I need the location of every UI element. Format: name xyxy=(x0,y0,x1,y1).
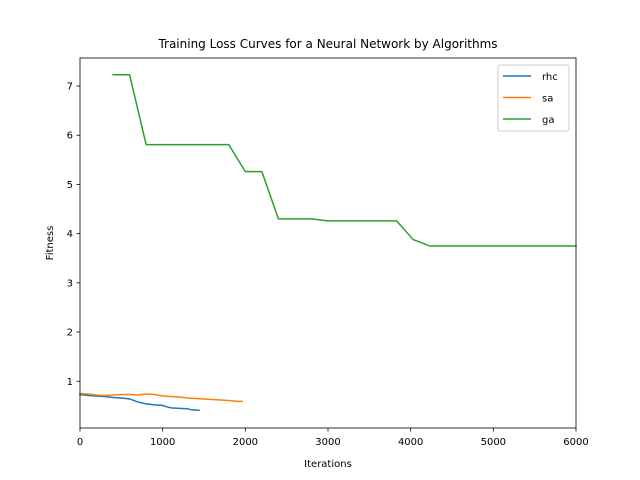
series-line-rhc xyxy=(79,393,200,412)
y-tick-label: 7 xyxy=(67,82,73,93)
x-tick-label: 5000 xyxy=(481,437,506,448)
legend-label-sa: sa xyxy=(542,94,553,105)
chart-title: Training Loss Curves for a Neural Networ… xyxy=(157,37,497,51)
x-tick-label: 2000 xyxy=(233,437,258,448)
series-line-ga xyxy=(112,73,577,247)
y-tick-label: 6 xyxy=(67,131,73,142)
legend-box xyxy=(497,64,570,132)
x-axis: 0 1000 2000 3000 4000 5000 6000 xyxy=(77,428,589,448)
x-tick-label: 1000 xyxy=(150,437,175,448)
x-tick-label: 0 xyxy=(77,437,83,448)
legend: rhc sa ga xyxy=(497,64,570,132)
legend-label-rhc: rhc xyxy=(542,72,558,83)
series-line-sa xyxy=(79,392,243,403)
y-tick-label: 5 xyxy=(67,180,73,191)
y-tick-label: 2 xyxy=(67,328,73,339)
x-axis-label: Iterations xyxy=(304,459,352,470)
y-tick-label: 3 xyxy=(67,278,73,289)
y-axis-label: Fitness xyxy=(45,226,56,261)
x-tick-label: 3000 xyxy=(315,437,340,448)
x-tick-label: 6000 xyxy=(563,437,588,448)
y-tick-label: 1 xyxy=(67,377,73,388)
legend-label-ga: ga xyxy=(542,115,554,126)
series-layer xyxy=(79,73,577,412)
y-axis: 1 2 3 4 5 6 7 xyxy=(67,82,80,388)
y-tick-label: 4 xyxy=(67,229,73,240)
x-tick-label: 4000 xyxy=(398,437,423,448)
